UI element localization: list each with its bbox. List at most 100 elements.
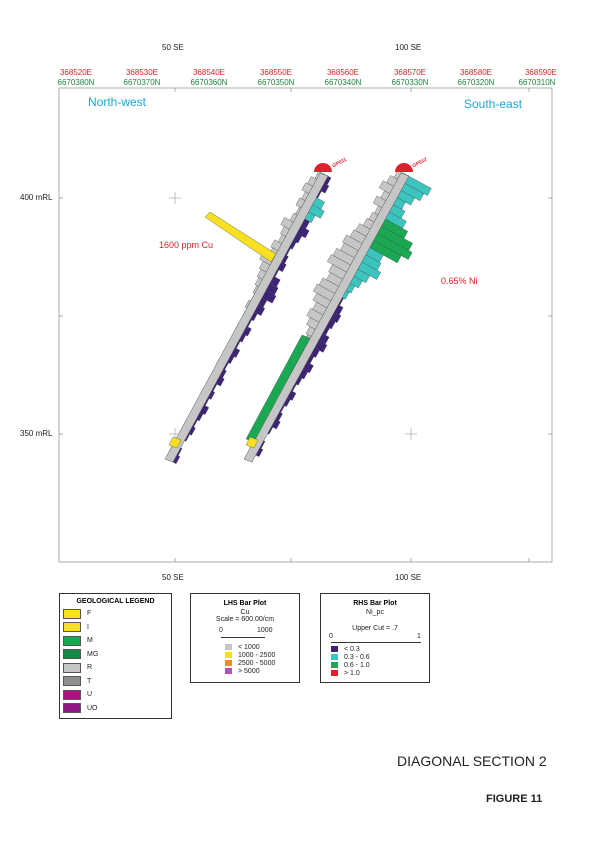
lhs-scale-min: 0 [219,627,223,634]
geo-legend-item: T [63,675,171,689]
geological-legend: GEOLOGICAL LEGEND F I M MG R T U UO [59,593,172,719]
collar-gp012 [395,163,413,172]
rhs-scale-min: 0 [329,633,333,640]
bottom-axis-label-100se: 100 SE [395,573,422,582]
legend-code: MG [87,650,99,658]
easting-label: 368580E [459,68,493,77]
legend-swatch [63,662,81,673]
rhs-bar-plot-legend: RHS Bar Plot Ni_pc Upper Cut = .7 0 1 < … [320,593,430,683]
easting-label: 368530E [125,68,159,77]
easting-label: 368570E [393,68,427,77]
top-axis-label-50se: 50 SE [162,43,184,52]
lhs-legend-title: LHS Bar Plot [223,600,267,607]
hole-gp012-trace [243,172,410,463]
geo-legend-item: MG [63,648,171,662]
northing-label: 6670350N [257,78,295,87]
northing-label: 6670320N [457,78,495,87]
lhs-scale-max: 1000 [257,627,273,634]
rhs-legend-element: Ni_pc [366,609,384,616]
lhs-legend-element: Cu [240,609,250,616]
legend-label: 0.6 - 1.0 [344,661,370,669]
northing-label: 6670380N [57,78,95,87]
hole-gp012-yellow-interval [245,436,259,449]
legend-label: 0.3 - 0.6 [344,653,370,661]
rhs-scale-bar: 0 1 [329,633,427,645]
easting-label: 368520E [59,68,93,77]
northing-label: 6670360N [190,78,228,87]
legend-swatch [331,654,338,660]
legend-code: UO [87,704,98,712]
legend-swatch [63,703,81,714]
legend-label: < 1000 [238,643,260,651]
legend-label: 1000 - 2500 [238,651,276,659]
legend-swatch [63,635,81,646]
geo-legend-item: M [63,634,171,648]
easting-label: 368560E [326,68,360,77]
hole-gp011-yellow-interval [168,436,182,449]
lhs-scale-bar: 0 1000 [219,627,273,643]
legend-swatch [331,662,338,668]
legend-swatch [63,608,81,619]
legend-code: T [87,677,92,685]
lhs-legend-item: > 5000 [225,667,299,675]
legend-swatch [63,649,81,660]
top-axis-label-100se: 100 SE [395,43,422,52]
annotation-cu: 1600 ppm Cu [159,240,214,250]
lhs-legend-scale: Scale = 600.00/cm [215,616,275,623]
legend-swatch [225,660,232,666]
annotation-ni: 0.65% Ni [441,276,478,286]
northing-label: 6670340N [324,78,362,87]
lhs-bar-plot-legend: LHS Bar Plot Cu Scale = 600.00/cm 0 1000… [190,593,300,683]
legend-code: F [87,610,92,618]
legend-label: < 0.3 [344,645,360,653]
region-label-north-west: North-west [88,95,147,109]
hole-gp011-trace [164,172,329,463]
legend-code: U [87,691,93,699]
rhs-legend-item: 0.3 - 0.6 [331,653,429,661]
geo-legend-item: F [63,607,171,621]
rhs-scale-max: 1 [417,633,421,640]
legend-swatch [63,622,81,633]
rl-label-400: 400 mRL [20,193,53,202]
legend-code: R [87,664,93,672]
geological-legend-title: GEOLOGICAL LEGEND [76,598,155,605]
rhs-legend-title: RHS Bar Plot [353,600,397,607]
legend-label: > 1.0 [344,669,360,677]
geo-legend-item: UO [63,702,171,716]
figure-title: FIGURE 11 [486,793,543,805]
geo-legend-item: I [63,621,171,635]
collar-gp011 [314,163,332,172]
legend-swatch [63,689,81,700]
northing-label: 6670370N [123,78,161,87]
geo-legend-item: R [63,661,171,675]
rhs-legend-item: 0.6 - 1.0 [331,661,429,669]
legend-swatch [63,676,81,687]
geo-legend-item: U [63,688,171,702]
northing-label: 6670310N [518,78,556,87]
easting-label: 368590E [524,68,558,77]
rhs-legend-item: < 0.3 [331,645,429,653]
lhs-legend-item: 1000 - 2500 [225,651,299,659]
frame-ticks [59,88,552,562]
rhs-legend-item: > 1.0 [331,669,429,677]
section-frame [58,87,553,563]
legend-label: > 5000 [238,667,260,675]
legend-swatch [225,652,232,658]
rhs-legend-cut: Upper Cut = .7 [352,625,398,632]
legend-swatch [331,646,338,652]
legend-swatch [225,668,232,674]
legend-swatch [331,670,338,676]
legend-code: I [87,623,89,631]
legend-swatch [225,644,232,650]
cu-anomaly-bar [204,211,277,263]
region-label-south-east: South-east [464,97,523,111]
easting-label: 368540E [192,68,226,77]
northing-label: 6670330N [391,78,429,87]
rl-label-350: 350 mRL [20,429,53,438]
lhs-legend-item: < 1000 [225,643,299,651]
legend-label: 2500 - 5000 [238,659,276,667]
legend-code: M [87,637,93,645]
easting-label: 368550E [259,68,293,77]
bottom-axis-label-50se: 50 SE [162,573,184,582]
